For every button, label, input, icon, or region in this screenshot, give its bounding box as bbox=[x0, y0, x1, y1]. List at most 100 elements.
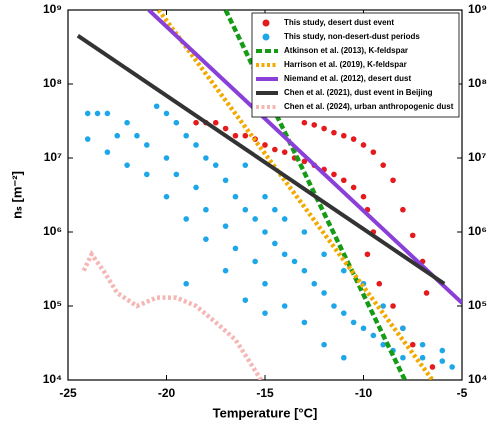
data-point bbox=[390, 177, 396, 184]
data-point bbox=[400, 354, 406, 361]
data-point bbox=[262, 193, 268, 200]
y-tick-label-right: 10⁶ bbox=[468, 224, 487, 238]
data-point bbox=[222, 125, 229, 132]
data-point bbox=[242, 206, 249, 213]
data-point bbox=[423, 290, 430, 296]
data-point bbox=[94, 110, 101, 117]
y-tick-label: 10⁵ bbox=[43, 298, 62, 312]
y-tick-label: 10⁹ bbox=[43, 2, 62, 16]
data-point bbox=[350, 319, 357, 326]
data-point bbox=[380, 303, 387, 309]
data-point bbox=[331, 129, 337, 136]
data-point bbox=[370, 149, 377, 155]
y-axis-label: nₛ [m⁻²] bbox=[9, 171, 24, 219]
y-tick-label-right: 10⁵ bbox=[468, 298, 487, 312]
data-point bbox=[380, 162, 387, 168]
data-point bbox=[262, 229, 268, 235]
x-tick-label: -10 bbox=[355, 386, 373, 400]
x-tick-label: -5 bbox=[457, 386, 468, 400]
data-point bbox=[114, 132, 121, 139]
legend-label: Harrison et al. (2019), K-feldspar bbox=[284, 60, 407, 69]
data-point bbox=[193, 119, 199, 126]
data-point bbox=[124, 119, 130, 126]
y-tick-label-right: 10⁹ bbox=[468, 2, 487, 16]
y-tick-label: 10⁸ bbox=[43, 76, 62, 90]
y-tick-label-right: 10⁸ bbox=[468, 76, 487, 90]
data-point bbox=[449, 364, 455, 370]
legend-label: Chen et al. (2021), dust event in Beijin… bbox=[284, 88, 433, 97]
data-point bbox=[370, 332, 377, 339]
data-point bbox=[203, 206, 209, 213]
data-point bbox=[301, 158, 308, 165]
data-point bbox=[193, 142, 199, 148]
data-point bbox=[400, 325, 406, 332]
data-point bbox=[104, 110, 111, 117]
data-point bbox=[321, 341, 327, 348]
x-axis-label: Temperature [°C] bbox=[213, 405, 318, 420]
data-point bbox=[163, 110, 170, 117]
data-point bbox=[321, 251, 327, 258]
data-point bbox=[341, 177, 347, 184]
data-point bbox=[439, 358, 446, 364]
data-point bbox=[281, 216, 288, 222]
data-point bbox=[252, 216, 258, 222]
data-point bbox=[222, 267, 229, 274]
data-point bbox=[419, 354, 426, 361]
data-point bbox=[364, 251, 371, 258]
data-point bbox=[183, 280, 189, 287]
data-point bbox=[232, 245, 239, 252]
data-point bbox=[281, 251, 288, 258]
data-point bbox=[144, 171, 150, 178]
data-point bbox=[281, 303, 288, 309]
data-point bbox=[173, 171, 180, 178]
data-point bbox=[409, 232, 416, 239]
data-point bbox=[409, 341, 416, 348]
data-point bbox=[272, 146, 278, 153]
data-point bbox=[360, 142, 367, 148]
data-point bbox=[124, 162, 130, 168]
data-point bbox=[232, 132, 239, 139]
data-point bbox=[341, 267, 347, 274]
data-point bbox=[301, 319, 308, 326]
x-tick-label: -15 bbox=[256, 386, 274, 400]
y-tick-label-right: 10⁴ bbox=[468, 372, 487, 386]
data-point bbox=[222, 177, 229, 184]
data-line bbox=[81, 249, 263, 380]
data-point bbox=[439, 347, 446, 354]
data-point bbox=[341, 354, 347, 361]
data-point bbox=[272, 240, 278, 247]
data-point bbox=[84, 110, 91, 117]
x-tick-label: -20 bbox=[158, 386, 176, 400]
data-point bbox=[360, 193, 367, 200]
legend-marker bbox=[262, 19, 270, 27]
data-point bbox=[163, 155, 170, 161]
legend-box bbox=[251, 12, 460, 118]
data-point bbox=[341, 132, 347, 139]
data-point bbox=[331, 303, 337, 309]
data-point bbox=[360, 325, 367, 332]
legend-label: This study, non-desert-dust periods bbox=[284, 32, 420, 41]
data-point bbox=[193, 184, 199, 191]
data-point bbox=[232, 193, 239, 200]
data-point bbox=[301, 229, 308, 235]
legend-label: Niemand et al. (2012), desert dust bbox=[284, 74, 411, 83]
y-tick-label-right: 10⁷ bbox=[468, 150, 486, 164]
data-point bbox=[301, 119, 308, 126]
legend-label: Atkinson et al. (2013), K-feldspar bbox=[284, 46, 408, 55]
data-point bbox=[400, 206, 406, 213]
data-point bbox=[331, 171, 337, 178]
y-tick-label: 10⁷ bbox=[44, 150, 62, 164]
data-point bbox=[222, 223, 229, 229]
y-tick-label: 10⁶ bbox=[43, 224, 62, 238]
data-point bbox=[390, 303, 396, 309]
data-point bbox=[262, 142, 268, 148]
data-point bbox=[242, 132, 249, 139]
data-point bbox=[212, 119, 219, 126]
data-point bbox=[350, 184, 357, 191]
data-point bbox=[262, 310, 268, 316]
data-point bbox=[311, 280, 318, 287]
data-point bbox=[242, 297, 249, 303]
y-tick-label: 10⁴ bbox=[43, 372, 62, 386]
data-point bbox=[212, 162, 219, 168]
